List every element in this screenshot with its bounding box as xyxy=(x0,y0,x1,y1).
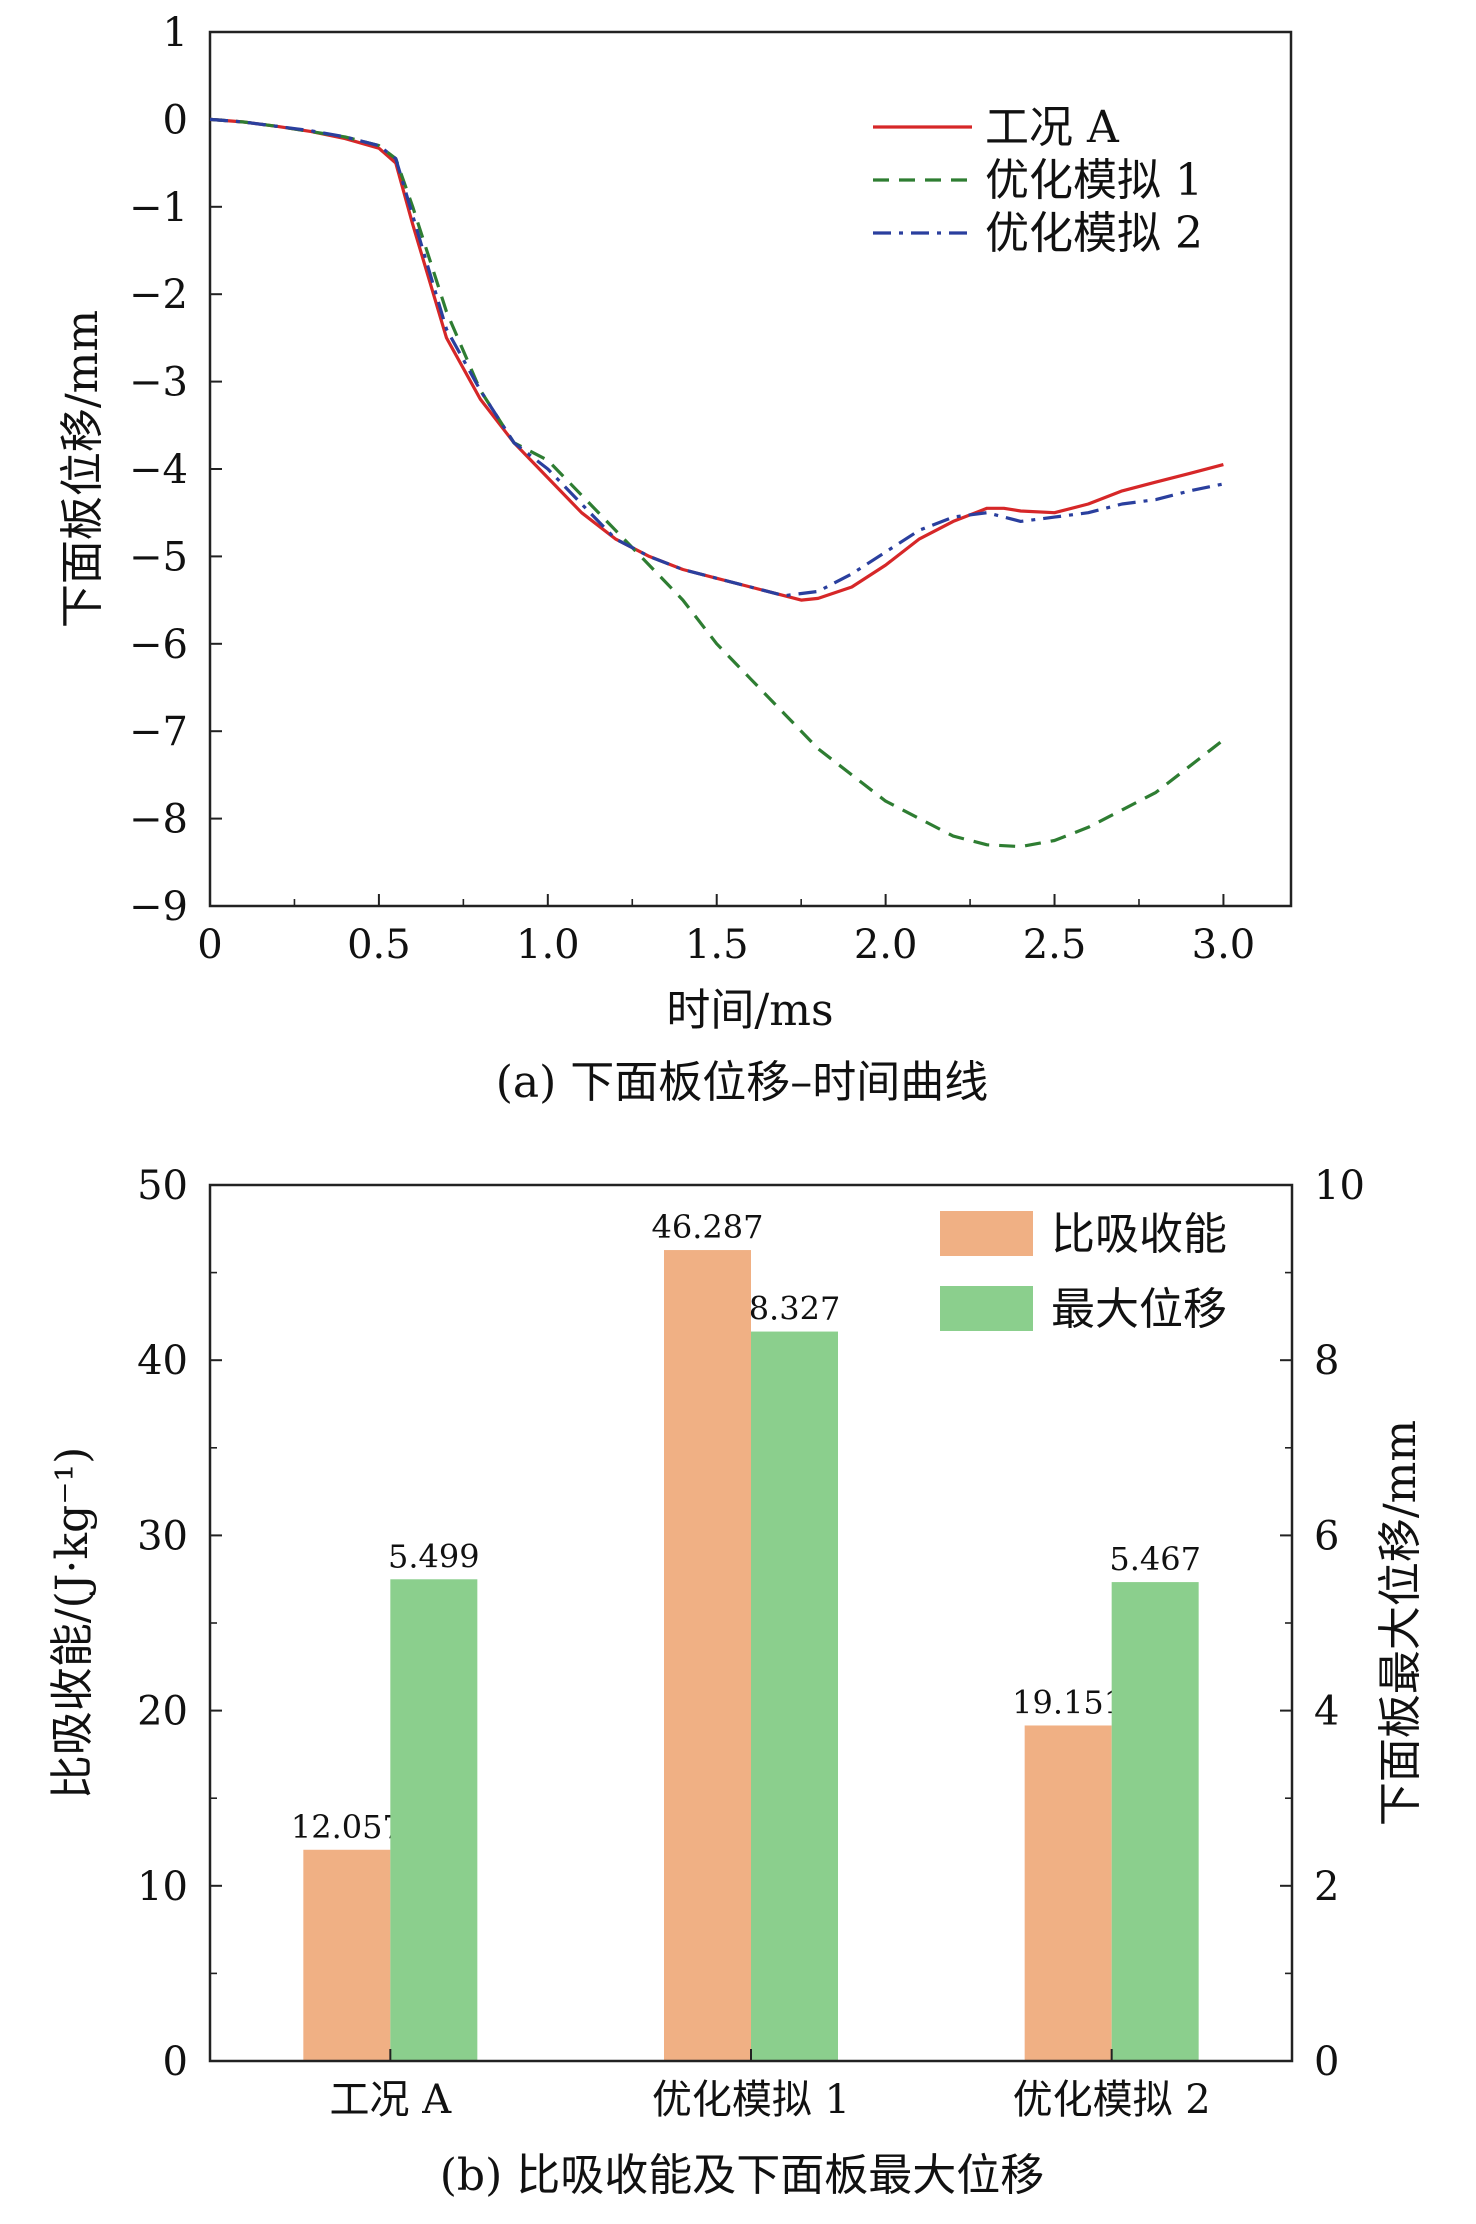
data-label-b: 5.499 xyxy=(388,1537,480,1575)
x-tick-label-a: 2.5 xyxy=(1023,922,1087,968)
data-label-b: 8.327 xyxy=(749,1290,841,1328)
data-label-b: 46.287 xyxy=(652,1208,764,1246)
y-axis-label-a: 下面板位移/mm xyxy=(57,310,108,628)
y-tick-label-left-b: 20 xyxy=(137,1689,188,1735)
legend-label-a: 优化模拟 2 xyxy=(985,208,1203,259)
x-tick-label-a: 3.0 xyxy=(1192,922,1256,968)
bar-displacement xyxy=(751,1331,838,2061)
axis-ticks-a: 0 0.5 1.0 1.5 2.0 2.5 3.0 1 0 −1 −2 −3 −4 −5 −6 −7 −8 −9 xyxy=(129,10,1255,968)
x-tick-label-a: 1.5 xyxy=(685,922,749,968)
y-tick-label-a: −5 xyxy=(129,534,188,580)
bars-b: 12.057 5.499 46.287 8.327 19.151 5.467 xyxy=(291,1208,1201,2061)
bar-energy xyxy=(303,1849,391,2061)
y-tick-label-right-b: 4 xyxy=(1314,1689,1339,1735)
x-tick-label-a: 0 xyxy=(197,922,222,968)
bar-displacement xyxy=(1111,1582,1199,2061)
series-line-2 xyxy=(209,117,1225,849)
y-tick-label-a: −2 xyxy=(129,272,188,318)
y-axis-label-left-b: 比吸收能/(J·kg⁻¹) xyxy=(47,1447,98,1799)
bar-energy xyxy=(664,1250,751,2061)
bar-energy xyxy=(1024,1725,1112,2061)
category-label-b: 工况 A xyxy=(330,2077,453,2123)
y-tick-label-a: 1 xyxy=(163,10,188,56)
category-label-b: 优化模拟 1 xyxy=(652,2077,850,2123)
y-tick-label-a: 0 xyxy=(163,97,188,143)
y-tick-label-right-b: 2 xyxy=(1314,1864,1339,1910)
x-tick-label-a: 1.0 xyxy=(516,922,580,968)
x-tick-label-a: 2.0 xyxy=(854,922,918,968)
data-label-b: 19.151 xyxy=(1012,1683,1124,1721)
category-label-b: 优化模拟 2 xyxy=(1013,2077,1211,2123)
y-tick-label-a: −3 xyxy=(129,360,188,406)
y-tick-label-a: −8 xyxy=(129,797,188,843)
y-tick-label-left-b: 50 xyxy=(137,1163,188,1209)
y-tick-label-right-b: 6 xyxy=(1314,1513,1339,1559)
legend-label-a: 优化模拟 1 xyxy=(985,155,1203,206)
y-tick-label-a: −1 xyxy=(129,185,188,231)
y-tick-label-left-b: 40 xyxy=(137,1338,188,1384)
series-line-3 xyxy=(209,117,1224,598)
y-tick-label-a: −4 xyxy=(129,447,188,493)
data-label-b: 5.467 xyxy=(1109,1540,1201,1578)
x-tick-label-a: 0.5 xyxy=(347,922,411,968)
legend-swatch-b xyxy=(940,1211,1033,1256)
y-tick-label-a: −7 xyxy=(129,709,188,755)
y-tick-label-a: −9 xyxy=(129,884,188,930)
bar-displacement xyxy=(390,1579,478,2061)
displacement-time-chart: 0 0.5 1.0 1.5 2.0 2.5 3.010−1−2−3−4−5−6−7−8−9 … xyxy=(57,10,1293,1108)
caption-a: (a) 下面板位移–时间曲线 xyxy=(496,1057,989,1108)
caption-b: (b) 比吸收能及下面板最大位移 xyxy=(440,2150,1044,2201)
legend-label-a: 工况 A xyxy=(985,102,1120,153)
y-tick-label-a: −6 xyxy=(129,622,188,668)
y-tick-label-right-b: 8 xyxy=(1314,1338,1339,1384)
data-label-b: 12.057 xyxy=(291,1808,403,1846)
y-tick-label-left-b: 0 xyxy=(163,2039,188,2085)
legend-label-b: 最大位移 xyxy=(1051,1284,1227,1335)
axis-ticks-b: 0 10 20 30 40 50 0 2 4 6 8 10 工况 A 优化模拟 1 优化模拟 2 xyxy=(137,1163,1365,2123)
y-tick-label-right-b: 0 xyxy=(1314,2039,1339,2085)
y-tick-label-left-b: 30 xyxy=(137,1513,188,1559)
legend-label-b: 比吸收能 xyxy=(1051,1209,1227,1260)
y-tick-label-right-b: 10 xyxy=(1314,1163,1365,1209)
x-axis-label-a: 时间/ms xyxy=(666,985,833,1036)
series-lines-a xyxy=(209,117,1225,849)
y-tick-label-left-b: 10 xyxy=(137,1864,188,1910)
legend-swatch-b xyxy=(940,1286,1033,1331)
y-axis-label-right-b: 下面板最大位移/mm xyxy=(1375,1420,1426,1826)
